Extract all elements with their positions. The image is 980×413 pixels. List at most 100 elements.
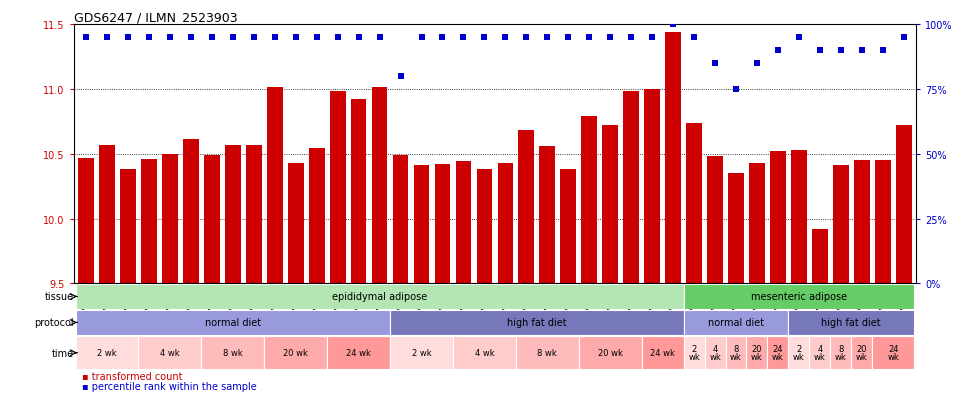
Bar (603, 126, 618, 284)
Point (393, 73, 409, 80)
Bar (872, 336, 914, 370)
Bar (705, 336, 725, 370)
Point (770, 47, 786, 54)
Bar (684, 310, 789, 335)
Bar (515, 336, 579, 370)
Bar (896, 126, 911, 284)
Text: 20 wk: 20 wk (283, 349, 308, 357)
Point (686, 34, 702, 41)
Point (665, 21, 681, 28)
Bar (414, 166, 429, 284)
Bar (498, 164, 514, 284)
Text: 24
wk: 24 wk (887, 344, 899, 361)
Text: 24 wk: 24 wk (650, 349, 675, 357)
Text: 8 wk: 8 wk (223, 349, 243, 357)
Bar (642, 336, 684, 370)
Bar (789, 310, 914, 335)
Point (561, 34, 576, 41)
Bar (539, 147, 556, 284)
Point (644, 34, 660, 41)
Bar (579, 336, 642, 370)
Bar (684, 284, 914, 309)
Point (728, 86, 744, 93)
Text: 20 wk: 20 wk (598, 349, 622, 357)
Bar (453, 336, 515, 370)
Bar (327, 336, 390, 370)
Point (288, 34, 304, 41)
Bar (854, 161, 869, 284)
Bar (812, 229, 828, 284)
Bar (225, 145, 241, 284)
Bar (141, 159, 157, 284)
Bar (581, 117, 597, 284)
Point (267, 34, 282, 41)
Bar (371, 88, 387, 284)
Bar (747, 336, 767, 370)
Text: 24
wk: 24 wk (772, 344, 784, 361)
Bar (138, 336, 201, 370)
Point (896, 34, 911, 41)
Text: high fat diet: high fat diet (507, 318, 566, 328)
Point (749, 60, 764, 67)
Bar (393, 156, 409, 284)
Bar (246, 145, 262, 284)
Bar (476, 170, 492, 284)
Bar (749, 164, 764, 284)
Point (121, 34, 136, 41)
Bar (791, 150, 807, 284)
Bar (833, 166, 849, 284)
Bar (708, 157, 723, 284)
Bar (623, 92, 639, 284)
Point (476, 34, 492, 41)
Point (456, 34, 471, 41)
Bar (725, 336, 747, 370)
Text: normal diet: normal diet (708, 318, 764, 328)
Point (875, 47, 891, 54)
Bar (830, 336, 852, 370)
Point (371, 34, 387, 41)
Bar (309, 149, 324, 284)
Text: mesenteric adipose: mesenteric adipose (751, 292, 847, 302)
Text: 4
wk: 4 wk (814, 344, 826, 361)
Bar (288, 164, 304, 284)
Bar (330, 92, 346, 284)
Text: 8 wk: 8 wk (537, 349, 558, 357)
Point (330, 34, 346, 41)
Point (309, 34, 324, 41)
Bar (267, 88, 282, 284)
Text: normal diet: normal diet (205, 318, 261, 328)
Text: 2
wk: 2 wk (688, 344, 700, 361)
Bar (684, 336, 705, 370)
Text: ▪ transformed count: ▪ transformed count (82, 371, 182, 381)
Text: high fat diet: high fat diet (821, 318, 881, 328)
Point (623, 34, 639, 41)
Bar (201, 336, 265, 370)
Text: 20
wk: 20 wk (751, 344, 762, 361)
Text: GDS6247 / ILMN_2523903: GDS6247 / ILMN_2523903 (74, 11, 237, 24)
Point (414, 34, 429, 41)
Point (351, 34, 367, 41)
Bar (665, 33, 681, 284)
Text: 24 wk: 24 wk (346, 349, 371, 357)
Text: time: time (52, 348, 74, 358)
Point (162, 34, 177, 41)
Bar (390, 336, 453, 370)
Bar (99, 145, 115, 284)
Bar (789, 336, 809, 370)
Bar (456, 162, 471, 284)
Bar (561, 170, 576, 284)
Point (78, 34, 94, 41)
Point (812, 47, 828, 54)
Bar (686, 123, 702, 284)
Text: protocol: protocol (34, 318, 74, 328)
Bar (162, 154, 177, 284)
Bar (75, 284, 684, 309)
Bar (390, 310, 684, 335)
Text: ▪ percentile rank within the sample: ▪ percentile rank within the sample (82, 381, 257, 391)
Text: 2
wk: 2 wk (793, 344, 805, 361)
Point (833, 47, 849, 54)
Point (518, 34, 534, 41)
Bar (78, 158, 94, 284)
Point (498, 34, 514, 41)
Text: 2 wk: 2 wk (97, 349, 117, 357)
